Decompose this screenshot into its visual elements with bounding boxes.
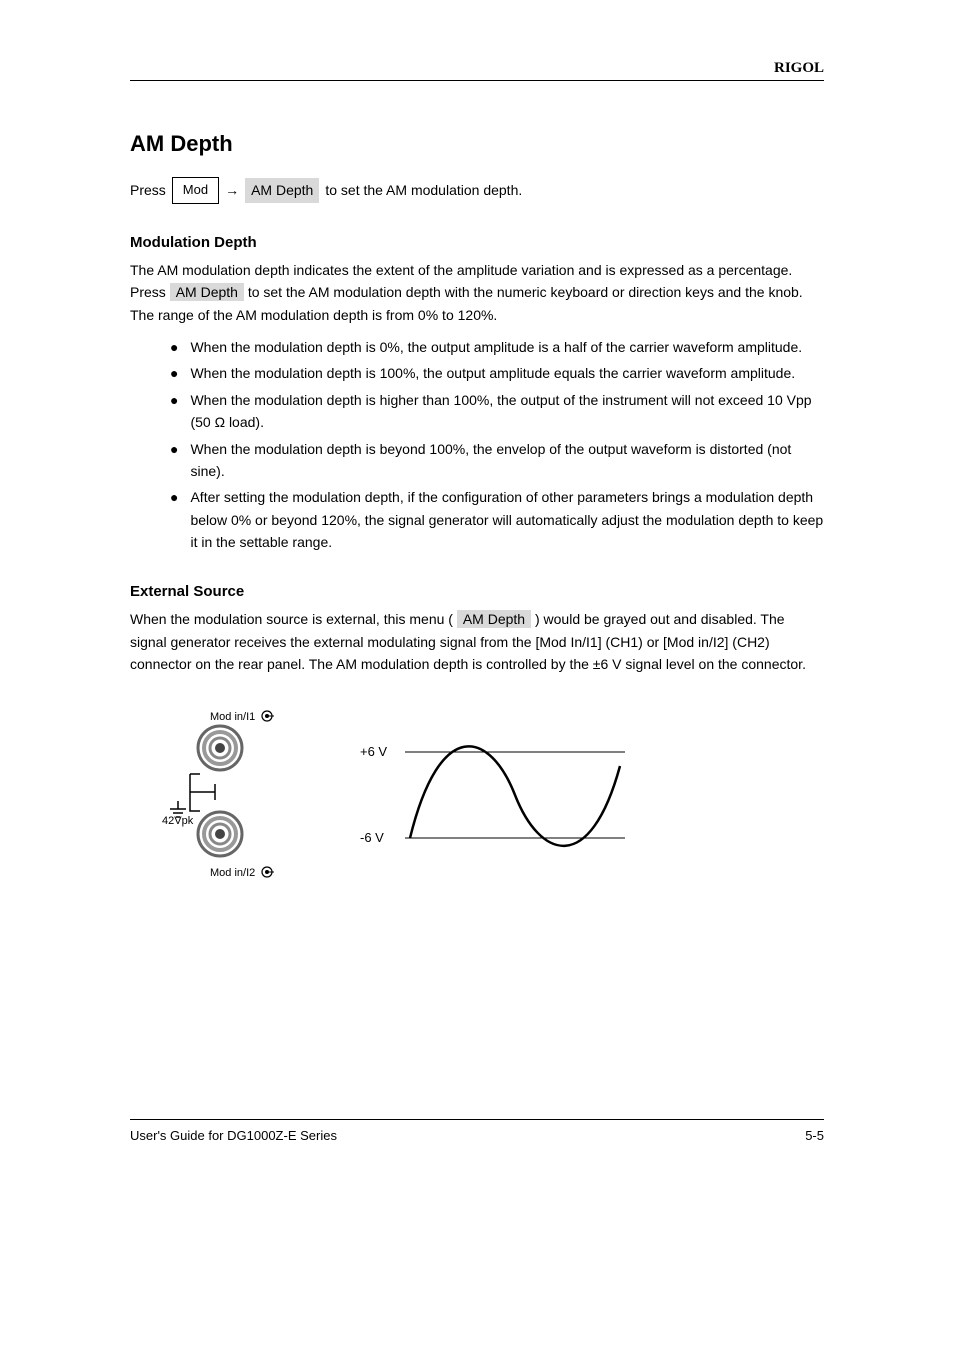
bullet-text: When the modulation depth is higher than… xyxy=(190,389,824,434)
am-depth-highlight-1: AM Depth xyxy=(245,178,319,202)
footer-right: 5-5 xyxy=(805,1128,824,1143)
intro-line: Press Mod → AM Depth to set the AM modul… xyxy=(130,177,824,204)
bullet-icon: ● xyxy=(170,362,178,384)
bullet-list: ● When the modulation depth is 0%, the o… xyxy=(170,336,824,554)
modulation-depth-title: Modulation Depth xyxy=(130,234,824,251)
arrow-icon: → xyxy=(225,179,239,201)
bullet-icon: ● xyxy=(170,486,178,553)
list-item: ● When the modulation depth is higher th… xyxy=(170,389,824,434)
footer: User's Guide for DG1000Z-E Series 5-5 xyxy=(130,1119,824,1143)
footer-left: User's Guide for DG1000Z-E Series xyxy=(130,1128,337,1143)
waveform-diagram: +6 V -6 V xyxy=(360,726,640,869)
bullet-icon: ● xyxy=(170,438,178,483)
bullet-text: When the modulation depth is 100%, the o… xyxy=(190,362,795,384)
wave-bottom-label: -6 V xyxy=(360,830,384,845)
list-item: ● When the modulation depth is beyond 10… xyxy=(170,438,824,483)
mod-button-label: Mod xyxy=(172,177,219,204)
bullet-text: After setting the modulation depth, if t… xyxy=(190,486,824,553)
connector-top-label: Mod in/I1 xyxy=(210,711,255,723)
es-para1-a: When the modulation source is external, … xyxy=(130,611,453,627)
bullet-text: When the modulation depth is beyond 100%… xyxy=(190,438,824,483)
bullet-icon: ● xyxy=(170,389,178,434)
intro-prefix: Press xyxy=(130,179,166,201)
connector-diagram: Mod in/I1 42Vpk Mod xyxy=(160,706,280,889)
wave-top-label: +6 V xyxy=(360,744,387,759)
bullet-text: When the modulation depth is 0%, the out… xyxy=(190,336,802,358)
list-item: ● When the modulation depth is 0%, the o… xyxy=(170,336,824,358)
external-source-title: External Source xyxy=(130,583,824,600)
bullet-icon: ● xyxy=(170,336,178,358)
connector-bottom-label: Mod in/I2 xyxy=(210,867,255,879)
brand-label: RIGOL xyxy=(130,60,824,77)
section-title: AM Depth xyxy=(130,131,824,157)
list-item: ● After setting the modulation depth, if… xyxy=(170,486,824,553)
am-depth-highlight-2: AM Depth xyxy=(170,283,244,301)
diagram-row: Mod in/I1 42Vpk Mod xyxy=(160,706,824,889)
modulation-depth-para: The AM modulation depth indicates the ex… xyxy=(130,259,824,326)
intro-suffix: to set the AM modulation depth. xyxy=(325,179,522,201)
am-depth-highlight-3: AM Depth xyxy=(457,610,531,628)
header-divider xyxy=(130,80,824,81)
connector-svg: Mod in/I1 42Vpk Mod xyxy=(160,706,280,886)
waveform-svg: +6 V -6 V xyxy=(360,726,640,866)
list-item: ● When the modulation depth is 100%, the… xyxy=(170,362,824,384)
external-source-para: When the modulation source is external, … xyxy=(130,608,824,675)
